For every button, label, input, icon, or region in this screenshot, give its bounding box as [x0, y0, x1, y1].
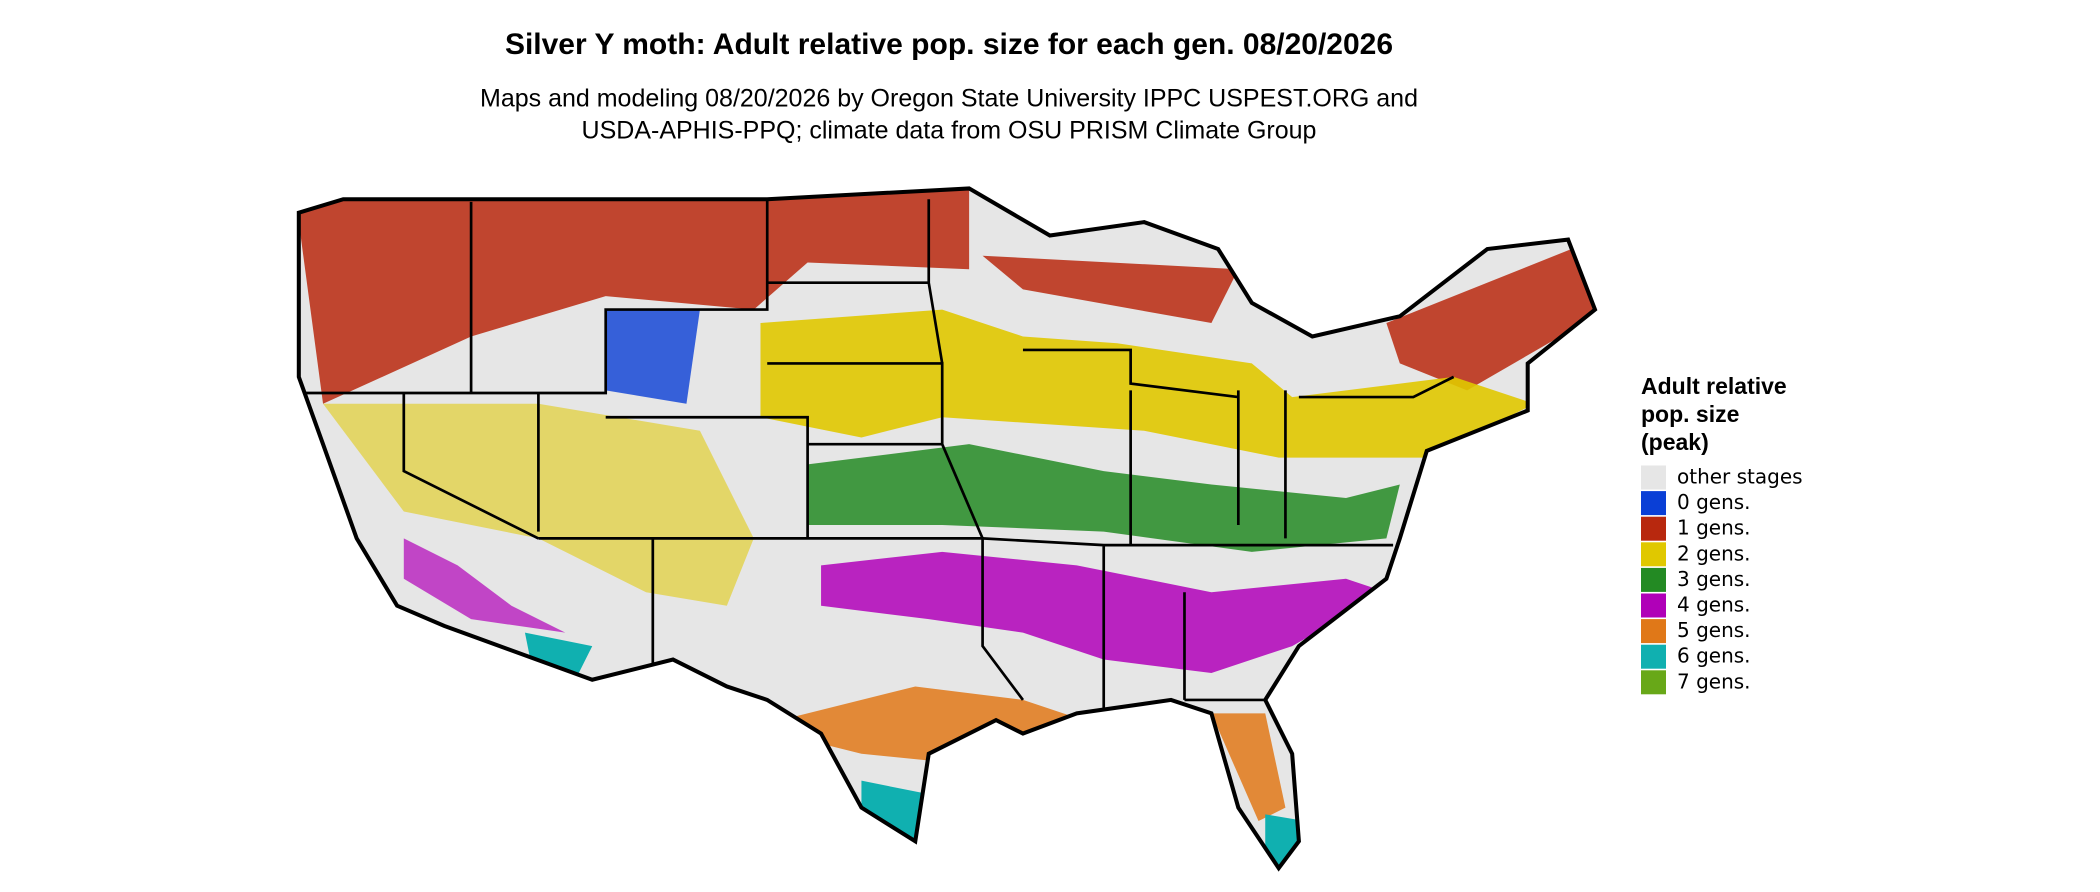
subtitle: USDA-APHIS-PPQ; climate data from OSU PR… — [582, 117, 1317, 145]
legend-swatch — [1641, 567, 1666, 592]
state-lines — [302, 199, 1455, 721]
legend-swatch — [1641, 542, 1666, 567]
legend-label: 3 gens. — [1677, 567, 1751, 591]
legend-swatch — [1641, 644, 1666, 669]
legend-label: 0 gens. — [1677, 490, 1751, 514]
subtitle: Maps and modeling 08/20/2026 by Oregon S… — [480, 85, 1418, 113]
legend-swatch — [1641, 593, 1666, 618]
legend-swatch — [1641, 491, 1666, 516]
legend-label: 6 gens. — [1677, 644, 1751, 668]
legend-swatch — [1641, 619, 1666, 644]
legend-title: pop. size — [1641, 401, 1739, 427]
zones — [298, 188, 1596, 869]
zone-5gen — [753, 686, 1104, 761]
zone-6gen — [1265, 814, 1306, 869]
legend-swatch — [1641, 516, 1666, 541]
zone-0gen — [605, 309, 700, 404]
legend-label: 7 gens. — [1677, 669, 1751, 693]
legend-label: 2 gens. — [1677, 541, 1751, 565]
zone-2gen — [760, 309, 1535, 458]
map — [296, 188, 1595, 874]
legend-label: other stages — [1677, 465, 1803, 489]
zone-6gen — [861, 780, 929, 848]
legend-label: 1 gens. — [1677, 516, 1751, 540]
legend-title: (peak) — [1641, 429, 1709, 455]
title: Silver Y moth: Adult relative pop. size … — [505, 28, 1393, 61]
legend-title: Adult relative — [1641, 373, 1787, 399]
zone-1gen — [1386, 242, 1596, 391]
zone-5gen — [1211, 713, 1286, 822]
zone-4gen — [403, 538, 566, 633]
legend-label: 5 gens. — [1677, 618, 1751, 642]
legend-swatch — [1641, 465, 1666, 490]
zone-3gen — [807, 444, 1400, 552]
zone-1gen — [982, 255, 1239, 324]
legend-label: 4 gens. — [1677, 593, 1751, 617]
legend-swatch — [1641, 670, 1666, 695]
zone-1gen — [298, 188, 970, 404]
